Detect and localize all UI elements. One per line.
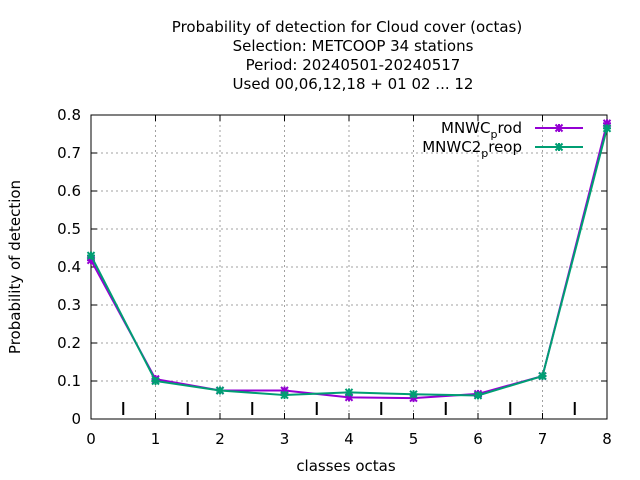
legend-entry-label: MNWC2preop	[422, 138, 522, 160]
x-axis-label: classes octas	[296, 457, 396, 475]
y-tick-label: 0.6	[57, 182, 81, 200]
data-point	[344, 388, 354, 397]
title-line-3: Period: 20240501-20240517	[246, 56, 461, 74]
x-tick-label: 5	[409, 430, 419, 448]
grid	[91, 115, 607, 419]
data-point	[86, 251, 96, 260]
data-point	[280, 390, 289, 400]
chart-title: Probability of detection for Cloud cover…	[172, 18, 522, 93]
data-point	[602, 124, 612, 133]
y-tick-label: 0.2	[57, 334, 81, 352]
x-tick-label: 6	[473, 430, 483, 448]
x-tick-label: 1	[151, 430, 161, 448]
series-2	[86, 124, 612, 400]
data-point	[409, 390, 418, 399]
title-line-1: Probability of detection for Cloud cover…	[172, 18, 522, 36]
minor-ticks	[122, 402, 576, 415]
y-tick-label: 0.4	[57, 258, 81, 276]
y-tick-label: 0.5	[57, 220, 81, 238]
y-tick-label: 0.3	[57, 296, 81, 314]
legend-swatch	[535, 123, 583, 133]
data-point	[151, 376, 160, 386]
data-point	[538, 371, 547, 381]
x-tick-label: 3	[280, 430, 290, 448]
y-tick-label: 0.8	[57, 106, 81, 124]
data-point	[215, 386, 225, 395]
y-tick-label: 0.1	[57, 372, 81, 390]
y-tick-label: 0	[71, 410, 81, 428]
x-tick-label: 8	[602, 430, 612, 448]
x-tick-labels: 0 1 2 3 4 5 6 7 8	[86, 115, 612, 448]
legend-swatch	[535, 142, 583, 152]
x-tick-label: 0	[86, 430, 96, 448]
title-line-4: Used 00,06,12,18 + 01 02 ... 12	[233, 75, 474, 93]
y-tick-labels: 0 0.1 0.2 0.3 0.4 0.5 0.6 0.7 0.8	[57, 106, 607, 428]
y-axis-label: Probability of detection	[6, 180, 24, 354]
data-point	[473, 391, 483, 400]
title-line-2: Selection: METCOOP 34 stations	[233, 37, 474, 55]
x-tick-label: 2	[215, 430, 225, 448]
series	[86, 119, 612, 403]
x-tick-label: 4	[344, 430, 354, 448]
x-tick-label: 7	[538, 430, 548, 448]
legend-entry-label: MNWCprod	[441, 119, 522, 141]
y-tick-label: 0.7	[57, 144, 81, 162]
